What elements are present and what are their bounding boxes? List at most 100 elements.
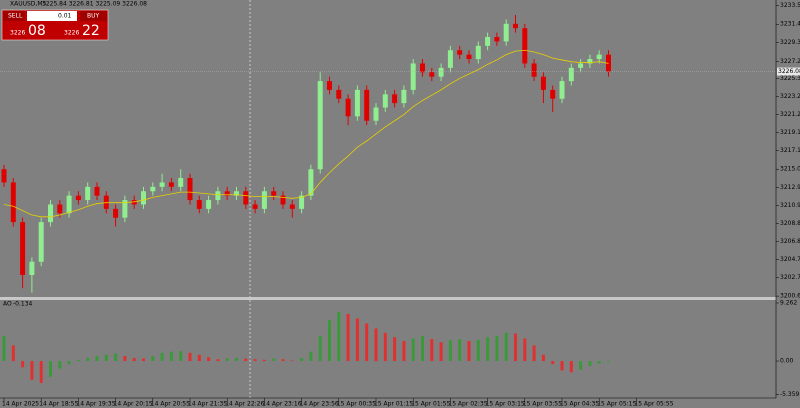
ao-bar [374,328,378,362]
moving-average [3,49,609,218]
ao-bar [476,339,480,362]
candle-body [252,204,258,209]
indicator-name: AO [3,301,12,308]
candle-body [113,208,119,218]
ao-bar [188,352,192,362]
candle-body [485,37,491,46]
ao-bar [523,338,527,362]
y-tick-label: 3204.75 [780,256,800,263]
candle-body [159,182,165,187]
ao-bar [30,361,34,380]
sell-price-small[interactable]: 08 [28,23,46,39]
ao-bar [290,360,294,362]
ao-bar [439,342,443,362]
candle-body [20,222,26,275]
candle-body [345,98,351,117]
ao-bar [281,359,285,362]
candle-body [373,107,379,121]
buy-price-big[interactable]: 3226 [64,30,79,37]
candle-body [522,28,528,64]
ao-bar [486,337,490,362]
ao-bar [95,356,99,362]
candle-body [131,200,137,205]
buy-price-small[interactable]: 22 [82,23,100,39]
ao-bar [216,359,220,362]
ao-bar [235,357,238,362]
candle-body [1,169,7,183]
y-tick-label: 3200.60 [780,293,800,300]
x-tick-label: 14 Apr 20:55 [151,401,190,408]
candle-body [513,23,518,29]
ao-bar [21,361,25,368]
x-tick-label: 14 Apr 23:56 [300,401,339,408]
candle-body [280,195,286,205]
ao-bar [448,340,452,362]
candle-body [429,72,435,77]
candle-body [196,200,202,209]
candle-body [466,54,472,60]
candle-body [410,63,416,90]
lot-value[interactable]: 0.01 [58,13,72,20]
ao-bar [504,332,508,362]
ao-bar [179,351,183,362]
ao-bar [569,361,573,373]
y-tick-label: 3208.85 [780,220,800,227]
ao-bar [402,340,406,362]
x-tick-label: 15 Apr 04:35 [560,401,599,408]
ao-bar [67,361,71,365]
ao-bar [142,358,145,362]
ao-bar [169,351,173,362]
candle-body [141,191,146,205]
candle-body [587,59,593,64]
candle-body [187,178,193,201]
ao-bar [309,351,313,362]
x-tick-label: 15 Apr 03:55 [523,401,562,408]
ao-bar [588,361,592,367]
ao-bar [272,358,276,362]
ao-bar [430,339,434,362]
ao-bar [262,359,266,362]
sell-label[interactable]: SELL [8,13,23,20]
y-tick-label: 3223.25 [780,93,800,100]
candle-body [94,186,100,196]
sell-price-big[interactable]: 3226 [10,30,25,37]
ao-bar [197,354,201,362]
lot-input[interactable] [27,11,77,21]
buy-label[interactable]: BUY [87,13,100,20]
ao-bar [86,357,90,362]
ao-bar [495,335,499,362]
candle-body [178,178,184,187]
ao-bar [597,361,601,364]
candle-body [494,37,500,42]
candle-body [261,191,267,209]
y-tick-label: 3210.90 [780,202,800,209]
x-tick-label: 15 Apr 01:15 [374,401,413,408]
candle-body [568,67,574,82]
ao-bar [467,340,471,362]
y-tick-label: 3206.80 [780,238,800,245]
candle-body [215,191,221,201]
ao-bar [514,333,517,362]
ao-bar [393,337,397,362]
ao-bar [2,335,6,362]
sell-button[interactable] [3,11,25,21]
candle-body [66,195,72,214]
x-tick-label: 14 Apr 21:35 [188,401,227,408]
ao-bar [151,356,155,362]
last-price-label: 3226.08 [778,68,800,75]
y-tick-label: 3212.90 [780,184,800,191]
ao-bar [560,361,564,371]
candle-body [475,45,481,60]
ao-bar [355,318,359,362]
ao-bar [132,357,136,362]
y-tick-label: 3202.70 [780,274,800,281]
y-tick-label: 3229.35 [780,39,800,46]
panel-divider [0,297,776,300]
candle-body [57,204,63,214]
symbol: XAUUSD,M5 [10,1,47,8]
ao-bar [337,312,341,362]
ao-bar [551,361,555,365]
y-tick-label: 3231.45 [780,21,800,28]
buy-button[interactable] [80,11,107,21]
indicator-value: -0.134 [13,301,33,308]
